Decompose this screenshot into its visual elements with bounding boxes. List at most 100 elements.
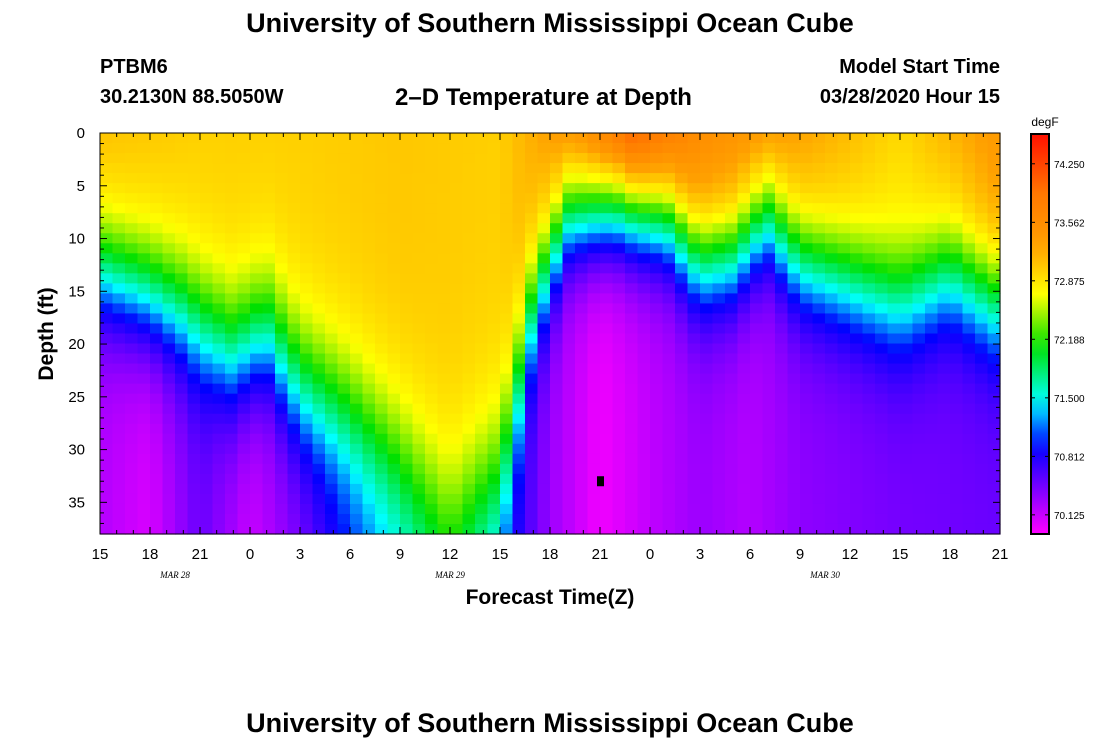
heatmap-cell bbox=[100, 313, 114, 325]
heatmap-cell bbox=[712, 213, 726, 224]
heatmap-cell bbox=[987, 353, 1001, 365]
heatmap-cell bbox=[912, 513, 926, 525]
heatmap-cell bbox=[862, 143, 876, 154]
heatmap-cell bbox=[712, 363, 726, 375]
station-coords: 30.2130N 88.5050W bbox=[100, 86, 284, 108]
heatmap-cell bbox=[387, 163, 401, 174]
heatmap-cell bbox=[437, 133, 451, 144]
heatmap-cell bbox=[562, 253, 576, 264]
heatmap-cell bbox=[975, 153, 989, 164]
heatmap-cell bbox=[337, 353, 351, 365]
heatmap-cell bbox=[637, 513, 651, 525]
heatmap-cell bbox=[700, 283, 714, 295]
heatmap-cell bbox=[612, 213, 626, 224]
heatmap-cell bbox=[875, 293, 889, 305]
heatmap-cell bbox=[637, 363, 651, 375]
heatmap-cell bbox=[487, 283, 501, 295]
heatmap-cell bbox=[550, 483, 564, 495]
heatmap-cell bbox=[212, 213, 226, 224]
heatmap-cell bbox=[912, 223, 926, 234]
heatmap-cell bbox=[275, 193, 289, 204]
heatmap-cell bbox=[200, 193, 214, 204]
heatmap-cell bbox=[750, 253, 764, 264]
heatmap-cell bbox=[325, 173, 339, 184]
heatmap-cell bbox=[525, 223, 539, 234]
heatmap-cell bbox=[925, 393, 939, 405]
heatmap-cell bbox=[812, 163, 826, 174]
heatmap-cell bbox=[900, 213, 914, 224]
heatmap-cell bbox=[487, 323, 501, 335]
heatmap-cell bbox=[537, 143, 551, 154]
heatmap-cell bbox=[487, 493, 501, 505]
heatmap-cell bbox=[650, 443, 664, 455]
heatmap-cell bbox=[675, 233, 689, 244]
heatmap-cell bbox=[862, 523, 876, 535]
heatmap-cell bbox=[600, 333, 614, 345]
heatmap-cell bbox=[650, 233, 664, 244]
heatmap-cell bbox=[450, 263, 464, 274]
heatmap-cell bbox=[575, 243, 589, 254]
heatmap-cell bbox=[700, 203, 714, 214]
heatmap-cell bbox=[400, 173, 414, 184]
heatmap-cell bbox=[637, 373, 651, 385]
heatmap-cell bbox=[700, 373, 714, 385]
heatmap-cell bbox=[175, 253, 189, 264]
colorbar-scale bbox=[1030, 133, 1050, 535]
heatmap-cell bbox=[250, 213, 264, 224]
heatmap-cell bbox=[625, 523, 639, 535]
heatmap-cell bbox=[337, 493, 351, 505]
heatmap-cell bbox=[312, 253, 326, 264]
heatmap-cell bbox=[212, 233, 226, 244]
heatmap-cell bbox=[887, 483, 901, 495]
heatmap-cell bbox=[962, 153, 976, 164]
heatmap-cell bbox=[387, 523, 401, 535]
heatmap-cell bbox=[975, 453, 989, 465]
heatmap-cell bbox=[887, 463, 901, 475]
heatmap-cell bbox=[500, 293, 514, 305]
heatmap-cell bbox=[450, 183, 464, 194]
heatmap-cell bbox=[187, 513, 201, 525]
heatmap-cell bbox=[150, 423, 164, 435]
colorbar-tick-label: 70.812 bbox=[1054, 452, 1085, 463]
heatmap-cell bbox=[212, 453, 226, 465]
heatmap-cell bbox=[912, 493, 926, 505]
heatmap-cell bbox=[637, 273, 651, 284]
heatmap-cell bbox=[350, 213, 364, 224]
heatmap-cell bbox=[825, 133, 839, 144]
heatmap-cell bbox=[237, 453, 251, 465]
heatmap-cell bbox=[737, 443, 751, 455]
heatmap-cell bbox=[787, 183, 801, 194]
heatmap-cell bbox=[687, 523, 701, 535]
heatmap-cell bbox=[862, 163, 876, 174]
heatmap-cell bbox=[350, 343, 364, 355]
heatmap-cell bbox=[575, 293, 589, 305]
heatmap-cell bbox=[125, 153, 139, 164]
heatmap-cell bbox=[562, 173, 576, 184]
heatmap-cell bbox=[275, 183, 289, 194]
heatmap-cell bbox=[725, 273, 739, 284]
heatmap-cell bbox=[962, 173, 976, 184]
heatmap-cell bbox=[912, 373, 926, 385]
heatmap-cell bbox=[587, 313, 601, 325]
heatmap-cell bbox=[775, 183, 789, 194]
heatmap-cell bbox=[262, 463, 276, 475]
heatmap-cell bbox=[987, 193, 1001, 204]
heatmap-cell bbox=[112, 423, 126, 435]
heatmap-cell bbox=[362, 183, 376, 194]
heatmap-cell bbox=[687, 213, 701, 224]
heatmap-cell bbox=[200, 403, 214, 415]
heatmap-cell bbox=[137, 263, 151, 274]
heatmap-cell bbox=[987, 293, 1001, 305]
heatmap-cell bbox=[800, 203, 814, 214]
heatmap-cell bbox=[800, 233, 814, 244]
heatmap-cell bbox=[400, 493, 414, 505]
heatmap-cell bbox=[500, 253, 514, 264]
heatmap-cell bbox=[312, 363, 326, 375]
heatmap-cell bbox=[987, 213, 1001, 224]
heatmap-cell bbox=[112, 353, 126, 365]
heatmap-cell bbox=[400, 473, 414, 485]
heatmap-cell bbox=[475, 413, 489, 425]
heatmap-cell bbox=[387, 493, 401, 505]
heatmap-cell bbox=[650, 263, 664, 274]
heatmap-cell bbox=[275, 413, 289, 425]
